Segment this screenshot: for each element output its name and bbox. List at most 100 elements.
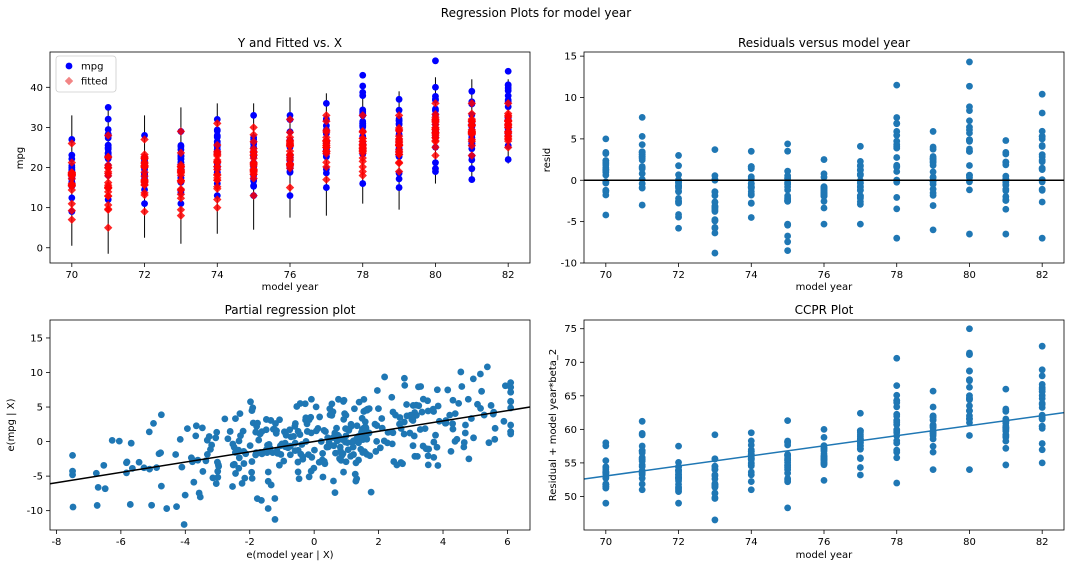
partial-point [232, 415, 239, 423]
partial-point [294, 458, 302, 466]
y-tick-label: -5 [567, 217, 577, 228]
fitted-point [249, 130, 258, 139]
partial-point [413, 452, 421, 460]
ccpr-point [929, 387, 937, 395]
residual-point [966, 129, 973, 137]
ccpr-point [1038, 422, 1046, 430]
mpg-point [432, 159, 439, 167]
fitted-point [176, 211, 186, 220]
partial-point [462, 421, 469, 429]
y-tick-label: 75 [564, 324, 577, 335]
partial-point [295, 475, 303, 483]
partial-point [321, 460, 329, 468]
residual-point [856, 186, 864, 194]
residual-point [675, 171, 682, 179]
residual-point [929, 226, 937, 234]
partial-point [267, 481, 275, 489]
ccpr-point [1038, 342, 1046, 350]
fitted-point [431, 113, 440, 122]
fitted-point [213, 140, 222, 150]
partial-point [487, 402, 495, 409]
partial-point [108, 436, 116, 444]
partial-point [424, 407, 432, 415]
residual-point [966, 186, 973, 194]
partial-point [145, 428, 153, 436]
ccpr-point [820, 476, 828, 484]
partial-point [415, 402, 423, 410]
fitted-point [140, 135, 149, 144]
partial-point [378, 415, 386, 422]
fitted-point [503, 143, 513, 152]
mpg-point [213, 133, 221, 141]
partial-point [376, 444, 384, 452]
partial-point [92, 469, 100, 477]
residual-point [784, 186, 792, 194]
xlabel-partial-regression: e(model year | X) [246, 550, 333, 561]
partial-point [229, 461, 237, 469]
fitted-point [467, 109, 477, 118]
partial-point [213, 428, 221, 436]
axes-frame [49, 319, 531, 531]
ccpr-point [966, 367, 973, 375]
partial-point [273, 447, 281, 455]
partial-point [424, 461, 432, 469]
partial-point [297, 450, 305, 458]
ccpr-point [1002, 385, 1010, 393]
ccpr-point [747, 478, 755, 485]
fitted-point [322, 137, 331, 146]
ccpr-point [929, 430, 937, 437]
x-tick-label: 76 [818, 537, 831, 548]
residual-point [893, 194, 901, 201]
ccpr-point [638, 463, 646, 471]
partial-point [434, 402, 442, 410]
partial-point [333, 424, 340, 432]
panel-residuals: Residuals versus model year model year r… [542, 36, 1065, 293]
partial-point [262, 426, 270, 434]
residual-point [929, 191, 937, 199]
ccpr-point [966, 402, 973, 410]
partial-point [232, 470, 239, 477]
fitted-point [394, 159, 404, 168]
partial-point [507, 430, 515, 438]
y-tick-label: 70 [564, 358, 577, 369]
ccpr-point [966, 395, 973, 402]
partial-point [280, 457, 288, 465]
residual-point [602, 135, 610, 143]
ccpr-point [602, 482, 610, 490]
partial-point [455, 399, 463, 407]
residual-point [893, 161, 901, 169]
ccpr-point [966, 376, 973, 384]
mpg-point [432, 57, 439, 65]
residual-point [711, 217, 719, 225]
x-tick-label: 74 [745, 537, 758, 548]
partial-point [238, 479, 246, 487]
residual-point [1038, 158, 1046, 166]
fitted-point [503, 123, 513, 132]
residual-point [893, 81, 901, 89]
ccpr-point [929, 435, 937, 443]
mpg-point [359, 180, 367, 187]
residual-point [1002, 197, 1010, 204]
fitted-point [322, 146, 331, 156]
x-tick-label: -6 [116, 537, 126, 548]
mpg-point [504, 156, 512, 163]
ccpr-point [820, 433, 828, 441]
mpg-point [432, 165, 439, 173]
partial-point [380, 437, 388, 445]
partial-point [319, 473, 327, 481]
mpg-point [468, 176, 476, 183]
fitted-point [394, 131, 404, 141]
residual-point [929, 174, 937, 181]
partial-point [181, 491, 189, 499]
residual-point [966, 58, 973, 66]
ccpr-point [856, 464, 864, 471]
residual-point [675, 182, 682, 190]
fitted-point [140, 150, 149, 159]
residual-point [820, 204, 828, 212]
partial-point [176, 435, 184, 443]
residual-point [602, 191, 610, 199]
ccpr-point [602, 468, 610, 476]
partial-point [337, 456, 345, 464]
axes-frame [49, 51, 531, 264]
partial-point [236, 410, 244, 418]
